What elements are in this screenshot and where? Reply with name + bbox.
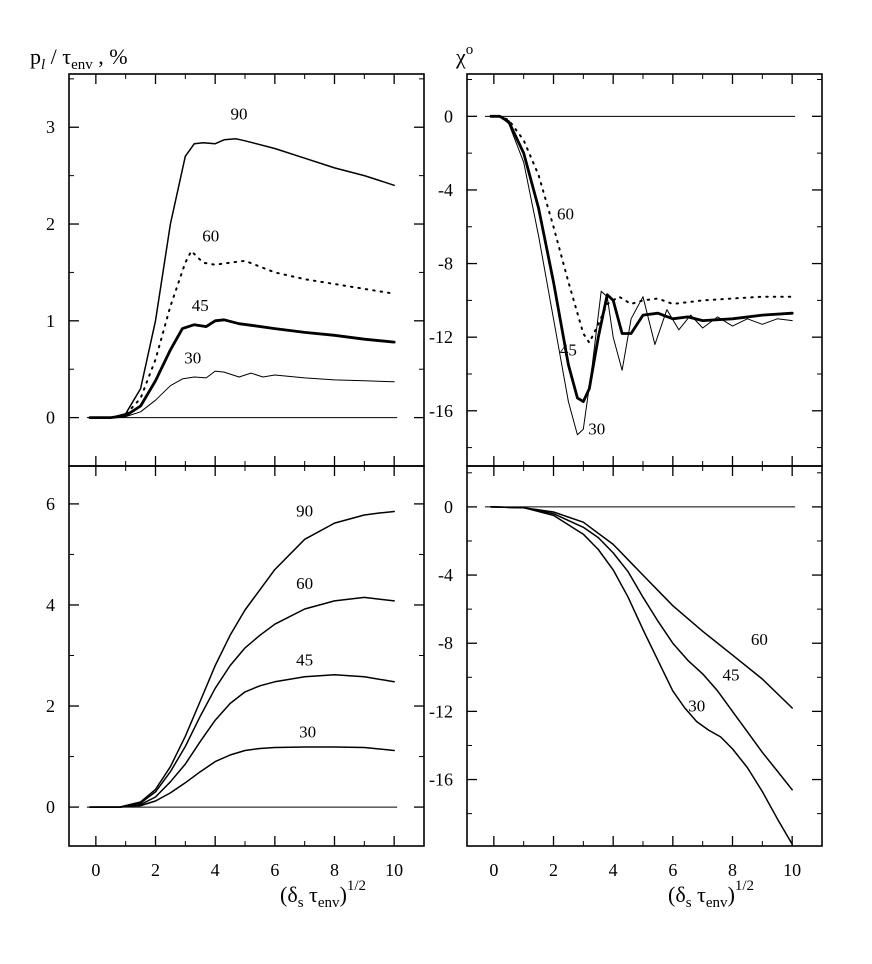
- y-tick-label: 0: [46, 408, 55, 428]
- series-label-90: 90: [231, 104, 248, 123]
- y-tick-label: -4: [438, 180, 453, 200]
- left-y-axis-title: pl / τenv , %: [30, 44, 128, 73]
- x-tick-label: 2: [549, 860, 558, 880]
- right-x-axis-title: (δs τenv)1/2: [668, 878, 754, 911]
- series-line-60: [89, 596, 395, 808]
- x-tick-label: 8: [728, 860, 737, 880]
- y-tick-label: 0: [444, 106, 453, 126]
- panel-top-left: 0 1 2 3 90 60 45 30: [46, 74, 424, 467]
- series-line-30: [490, 115, 793, 436]
- x-tick-label: 6: [668, 860, 677, 880]
- series-line-90: [89, 138, 395, 419]
- y-tick-label: 4: [46, 595, 55, 615]
- series-line-30: [89, 370, 395, 419]
- y-tick-label: -8: [438, 254, 453, 274]
- panel-bottom-left: 0 2 4 6 8 10 0 2 4 6 90 60 45 30: [46, 466, 424, 880]
- y-tick-label: -16: [429, 401, 453, 421]
- series-line-90: [89, 510, 395, 808]
- series-line-30: [89, 746, 395, 808]
- y-tick-label: 0: [46, 797, 55, 817]
- series-line-60: [490, 506, 793, 709]
- x-tick-label: 0: [489, 860, 498, 880]
- series-line-45: [490, 506, 793, 791]
- series-label-30: 30: [588, 420, 605, 439]
- panel-frame-top-left: [68, 73, 425, 467]
- panel-frame-bottom-right: [466, 465, 823, 847]
- x-tick-label: 4: [609, 860, 618, 880]
- panel-frame-top-right: [466, 73, 823, 467]
- series-line-45: [88, 318, 396, 419]
- y-tick-label: 3: [46, 117, 55, 137]
- series-label-45: 45: [723, 666, 740, 685]
- left-x-axis-title: (δs τenv)1/2: [280, 878, 366, 911]
- panel-frame-bottom-left: [68, 465, 425, 847]
- series-label-30: 30: [184, 348, 201, 367]
- right-y-axis-title: χo: [455, 42, 473, 69]
- series-line-60: [88, 250, 396, 419]
- series-line-30: [490, 506, 793, 846]
- series-label-45: 45: [192, 296, 209, 315]
- y-tick-label: 1: [46, 311, 55, 331]
- panel-bottom-right: 0 2 4 6 8 10 0 -4 -8 -12 -16 60 45 30: [429, 466, 822, 880]
- series-line-60: [489, 115, 794, 344]
- series-label-30: 30: [299, 722, 316, 741]
- x-tick-label: 0: [91, 860, 100, 880]
- x-tick-label: 10: [385, 860, 403, 880]
- y-tick-label: -12: [429, 701, 453, 721]
- x-tick-label: 6: [270, 860, 279, 880]
- series-label-45: 45: [560, 341, 577, 360]
- y-tick-label: 6: [46, 494, 55, 514]
- y-tick-label: 2: [46, 214, 55, 234]
- y-tick-label: 0: [444, 497, 453, 517]
- x-tick-label: 4: [211, 860, 220, 880]
- series-line-45: [489, 114, 794, 403]
- y-tick-label: -12: [429, 327, 453, 347]
- series-label-90: 90: [296, 502, 313, 521]
- series-label-60: 60: [296, 574, 313, 593]
- y-tick-label: -8: [438, 633, 453, 653]
- x-tick-label: 8: [330, 860, 339, 880]
- series-label-60: 60: [557, 204, 574, 223]
- x-tick-label: 2: [151, 860, 160, 880]
- series-line-45: [89, 673, 395, 808]
- series-label-45: 45: [296, 651, 313, 670]
- y-tick-label: -16: [429, 770, 453, 790]
- y-tick-label: 2: [46, 696, 55, 716]
- y-tick-label: -4: [438, 565, 453, 585]
- series-label-60: 60: [202, 226, 219, 245]
- x-tick-label: 10: [783, 860, 801, 880]
- panel-top-right: 0 -4 -8 -12 -16 60 45 30: [429, 74, 822, 466]
- series-label-30: 30: [688, 696, 705, 715]
- series-label-60: 60: [751, 630, 768, 649]
